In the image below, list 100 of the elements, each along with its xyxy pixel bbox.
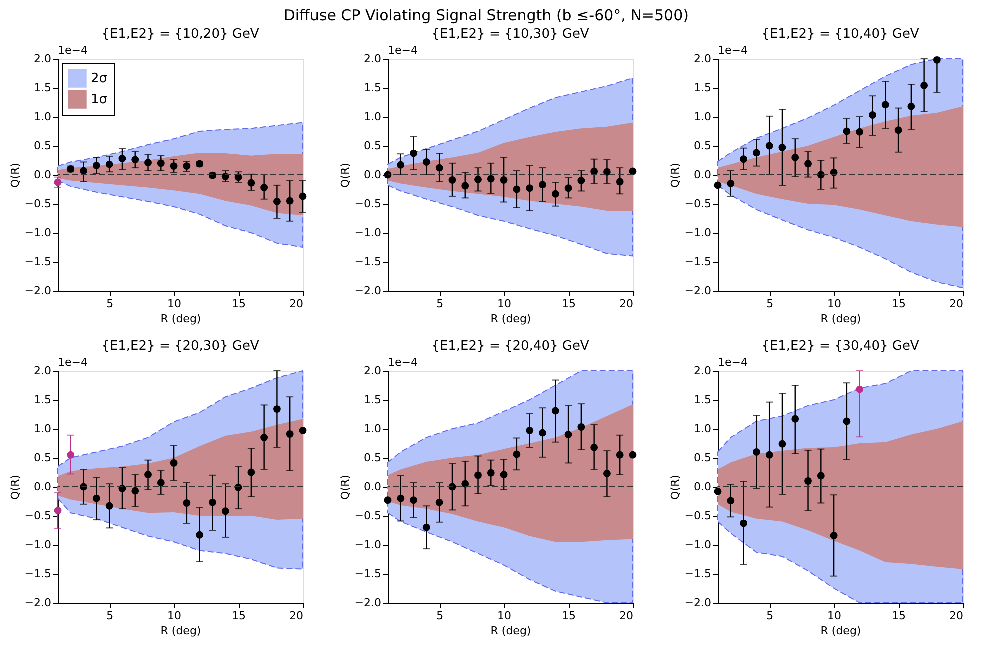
y-tick-label: 2.0 xyxy=(34,364,52,378)
y-axis-title: Q(R) xyxy=(338,163,352,188)
chart-title: {E1,E2} = {20,30} GeV xyxy=(102,339,260,354)
y-tick-label: −2.0 xyxy=(354,596,382,610)
y-tick-label: 1.0 xyxy=(34,110,52,124)
y-tick-label: 1.5 xyxy=(34,82,52,94)
chart-title: {E1,E2} = {10,20} GeV xyxy=(102,27,260,42)
y-axis-title: Q(R) xyxy=(8,475,22,500)
y-tick-label: 0.5 xyxy=(694,452,712,464)
text: 1e−4 xyxy=(58,356,88,369)
x-tick-label: 5 xyxy=(766,610,774,622)
x-tick-label: 10 xyxy=(828,298,842,310)
y-tick-label: 2.0 xyxy=(694,364,712,378)
y-tick-label: 1.0 xyxy=(34,422,52,436)
y-tick-label: 2.0 xyxy=(34,52,52,66)
x-axis-title: R (deg) xyxy=(160,624,202,638)
legend-label: 1σ xyxy=(91,92,108,108)
y-tick-label: −1.0 xyxy=(354,538,382,552)
y-tick-label: −1.5 xyxy=(354,568,382,580)
y-tick-label: 1.0 xyxy=(694,422,712,436)
x-tick-label: 15 xyxy=(892,298,906,310)
y-tick-label: −2.0 xyxy=(684,284,712,298)
y-tick-label: 0.5 xyxy=(694,140,712,152)
y-axis-title: Q(R) xyxy=(668,163,682,188)
y-axis-title: Q(R) xyxy=(668,475,682,500)
x-tick-label: 5 xyxy=(436,610,444,622)
y-tick-label: 1.0 xyxy=(694,110,712,124)
text: 1e−4 xyxy=(388,356,418,369)
text: 1e−4 xyxy=(718,356,748,369)
y-tick-label: 0.0 xyxy=(34,168,52,182)
y-tick-label: −1.5 xyxy=(24,256,52,268)
y-tick-label: 1.0 xyxy=(364,110,382,124)
y-tick-label: −0.5 xyxy=(354,510,382,522)
y-tick-label: 0.0 xyxy=(694,168,712,182)
x-tick-label: 15 xyxy=(892,610,906,622)
y-tick-label: −2.0 xyxy=(24,284,52,298)
x-axis-title: R (deg) xyxy=(490,312,532,326)
x-tick-label: 5 xyxy=(106,610,114,622)
y-tick-label: −1.0 xyxy=(684,226,712,240)
x-tick-label: 5 xyxy=(106,298,114,310)
y-tick-label: 0.5 xyxy=(34,452,52,464)
y-tick-label: −1.5 xyxy=(354,256,382,268)
y-tick-label: 0.0 xyxy=(364,168,382,182)
y-tick-label: −1.5 xyxy=(24,568,52,580)
x-tick-label: 10 xyxy=(498,298,512,310)
x-tick-label: 20 xyxy=(290,610,304,622)
x-tick-label: 15 xyxy=(562,610,576,622)
chart-title: {E1,E2} = {30,40} GeV xyxy=(762,339,920,354)
text: 1e−4 xyxy=(388,44,418,57)
y-axis-title: Q(R) xyxy=(8,163,22,188)
text: Diffuse CP Violating Signal Strength (b ≤-60°, N=500) xyxy=(284,6,689,24)
legend-label: 2σ xyxy=(91,72,108,86)
y-tick-label: 0.0 xyxy=(34,480,52,494)
y-tick-label: −2.0 xyxy=(24,596,52,610)
y-axis-title: Q(R) xyxy=(338,475,352,500)
y-tick-label: 1.0 xyxy=(364,422,382,436)
x-tick-label: 15 xyxy=(232,610,246,622)
y-tick-label: −0.5 xyxy=(24,198,52,210)
x-tick-label: 10 xyxy=(498,610,512,622)
x-tick-label: 15 xyxy=(562,298,576,310)
chart-title: {E1,E2} = {10,40} GeV xyxy=(762,27,920,42)
y-tick-label: 0.5 xyxy=(364,452,382,464)
y-tick-label: 1.5 xyxy=(694,82,712,94)
x-tick-label: 10 xyxy=(168,298,182,310)
x-axis-title: R (deg) xyxy=(820,624,862,638)
y-tick-label: −0.5 xyxy=(354,198,382,210)
y-tick-label: −1.0 xyxy=(354,226,382,240)
y-tick-label: 2.0 xyxy=(694,52,712,66)
y-tick-label: 1.5 xyxy=(694,394,712,406)
x-tick-label: 15 xyxy=(232,298,246,310)
y-tick-label: 0.0 xyxy=(694,480,712,494)
y-tick-label: −1.5 xyxy=(684,256,712,268)
x-tick-label: 20 xyxy=(290,298,304,310)
x-tick-label: 20 xyxy=(620,610,634,622)
chart-title: {E1,E2} = {20,40} GeV xyxy=(432,339,590,354)
x-tick-label: 5 xyxy=(766,298,774,310)
y-tick-label: −0.5 xyxy=(24,510,52,522)
y-tick-label: 2.0 xyxy=(364,364,382,378)
y-tick-label: −1.0 xyxy=(24,226,52,240)
x-tick-label: 20 xyxy=(950,610,964,622)
y-tick-label: −1.5 xyxy=(684,568,712,580)
y-tick-label: −2.0 xyxy=(684,596,712,610)
y-tick-label: 0.5 xyxy=(34,140,52,152)
y-tick-label: −1.0 xyxy=(684,538,712,552)
y-tick-label: 0.5 xyxy=(364,140,382,152)
x-axis-title: R (deg) xyxy=(820,312,862,326)
y-tick-label: 2.0 xyxy=(364,52,382,66)
chart-title: {E1,E2} = {10,30} GeV xyxy=(432,27,590,42)
y-tick-label: 0.0 xyxy=(364,480,382,494)
y-tick-label: −0.5 xyxy=(684,510,712,522)
text: 1e−4 xyxy=(58,44,88,57)
y-tick-label: 1.5 xyxy=(34,394,52,406)
x-tick-label: 5 xyxy=(436,298,444,310)
y-tick-label: 1.5 xyxy=(364,394,382,406)
x-tick-label: 20 xyxy=(620,298,634,310)
x-tick-label: 20 xyxy=(950,298,964,310)
x-tick-label: 10 xyxy=(168,610,182,622)
y-tick-label: −0.5 xyxy=(684,198,712,210)
x-tick-label: 10 xyxy=(828,610,842,622)
x-axis-title: R (deg) xyxy=(490,624,532,638)
